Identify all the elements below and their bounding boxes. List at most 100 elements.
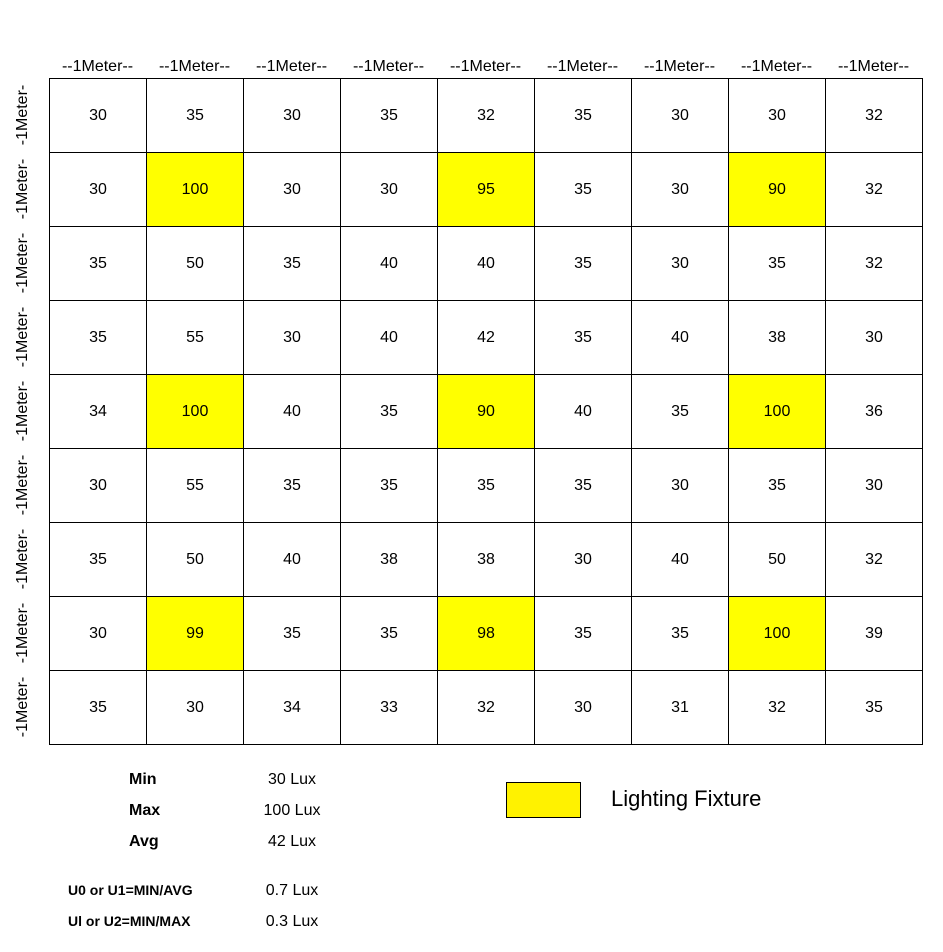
- grid-cell: 30: [49, 152, 147, 227]
- row-labels: -1Meter- -1Meter- -1Meter- -1Meter- -1Meter-…: [8, 78, 38, 743]
- row-label-text: -1Meter-: [14, 306, 32, 368]
- row-label: -1Meter-: [8, 152, 38, 226]
- row-label-text: -1Meter-: [14, 158, 32, 220]
- grid-cell: 35: [534, 78, 632, 153]
- column-header: --1Meter--: [837, 58, 910, 75]
- grid-cell: 50: [728, 522, 826, 597]
- row-label-text: -1Meter-: [14, 602, 32, 664]
- legend-fixture-swatch: [506, 782, 581, 818]
- row-label-text: -1Meter-: [14, 380, 32, 442]
- grid-cell: 35: [243, 448, 341, 523]
- grid-row: 34 100 40 35 90 40 35 100 36: [49, 374, 923, 449]
- grid-cell: 40: [243, 522, 341, 597]
- row-label: -1Meter-: [8, 300, 38, 374]
- fixture-cell: 98: [437, 596, 535, 671]
- grid-cell: 35: [534, 448, 632, 523]
- grid-cell: 30: [243, 152, 341, 227]
- grid-cell: 35: [340, 596, 438, 671]
- grid-row: 35 50 35 40 40 35 30 35 32: [49, 226, 923, 301]
- avg-label: Avg: [129, 833, 159, 850]
- grid-cell: 35: [49, 522, 147, 597]
- grid-cell: 35: [49, 300, 147, 375]
- grid-cell: 38: [340, 522, 438, 597]
- uniformity-u1-label: U0 or U1=MIN/AVG: [68, 882, 193, 898]
- row-label: -1Meter-: [8, 670, 38, 744]
- grid-cell: 30: [825, 448, 923, 523]
- grid-cell: 40: [631, 522, 729, 597]
- row-label: -1Meter-: [8, 596, 38, 670]
- row-label-text: -1Meter-: [14, 232, 32, 294]
- grid-row: 35 30 34 33 32 30 31 32 35: [49, 670, 923, 745]
- grid-cell: 34: [49, 374, 147, 449]
- row-label-text: -1Meter-: [14, 454, 32, 516]
- grid-cell: 30: [243, 78, 341, 153]
- grid-row: 35 55 30 40 42 35 40 38 30: [49, 300, 923, 375]
- grid-cell: 32: [437, 78, 535, 153]
- grid-cell: 40: [340, 226, 438, 301]
- grid-cell: 32: [825, 522, 923, 597]
- grid-cell: 35: [340, 374, 438, 449]
- grid-cell: 30: [49, 78, 147, 153]
- row-label: -1Meter-: [8, 226, 38, 300]
- grid-cell: 30: [49, 596, 147, 671]
- grid-cell: 40: [534, 374, 632, 449]
- column-header: --1Meter--: [158, 58, 231, 75]
- row-label-text: -1Meter-: [14, 84, 32, 146]
- fixture-cell: 100: [728, 596, 826, 671]
- row-label-text: -1Meter-: [14, 676, 32, 738]
- uniformity-u2-label: Ul or U2=MIN/MAX: [68, 913, 191, 929]
- grid-cell: 30: [825, 300, 923, 375]
- grid-cell: 35: [728, 448, 826, 523]
- row-label-text: -1Meter-: [14, 528, 32, 590]
- grid-cell: 35: [631, 374, 729, 449]
- grid-cell: 30: [534, 670, 632, 745]
- grid-cell: 35: [534, 596, 632, 671]
- grid-cell: 30: [243, 300, 341, 375]
- grid-cell: 35: [631, 596, 729, 671]
- grid-cell: 42: [437, 300, 535, 375]
- grid-cell: 55: [146, 448, 244, 523]
- column-headers: --1Meter-- --1Meter-- --1Meter-- --1Meter--…: [49, 57, 922, 77]
- grid-cell: 38: [437, 522, 535, 597]
- grid-cell: 35: [49, 670, 147, 745]
- grid-cell: 40: [243, 374, 341, 449]
- fixture-cell: 95: [437, 152, 535, 227]
- grid-cell: 35: [825, 670, 923, 745]
- grid-row: 35 50 40 38 38 30 40 50 32: [49, 522, 923, 597]
- grid-row: 30 35 30 35 32 35 30 30 32: [49, 78, 923, 153]
- grid-row: 30 99 35 35 98 35 35 100 39: [49, 596, 923, 671]
- legend-fixture-label: Lighting Fixture: [611, 786, 762, 811]
- grid-cell: 35: [49, 226, 147, 301]
- grid-cell: 30: [534, 522, 632, 597]
- grid-cell: 32: [437, 670, 535, 745]
- row-label: -1Meter-: [8, 78, 38, 152]
- column-header: --1Meter--: [546, 58, 619, 75]
- grid-cell: 35: [146, 78, 244, 153]
- grid-cell: 30: [49, 448, 147, 523]
- fixture-cell: 100: [728, 374, 826, 449]
- grid-cell: 35: [243, 596, 341, 671]
- grid-cell: 38: [728, 300, 826, 375]
- min-label: Min: [129, 771, 157, 788]
- grid-cell: 32: [825, 78, 923, 153]
- fixture-cell: 100: [146, 374, 244, 449]
- grid-row: 30 100 30 30 95 35 30 90 32: [49, 152, 923, 227]
- grid-cell: 30: [340, 152, 438, 227]
- fixture-cell: 90: [728, 152, 826, 227]
- column-header: --1Meter--: [643, 58, 716, 75]
- uniformity-u2-value: 0.3 Lux: [265, 913, 319, 930]
- grid-cell: 34: [243, 670, 341, 745]
- grid-cell: 32: [728, 670, 826, 745]
- column-header: --1Meter--: [255, 58, 328, 75]
- grid-cell: 39: [825, 596, 923, 671]
- grid-cell: 35: [534, 226, 632, 301]
- grid-cell: 40: [631, 300, 729, 375]
- max-value: 100 Lux: [263, 802, 321, 819]
- grid-cell: 30: [631, 78, 729, 153]
- grid-cell: 30: [631, 152, 729, 227]
- column-header: --1Meter--: [352, 58, 425, 75]
- grid-cell: 33: [340, 670, 438, 745]
- avg-value: 42 Lux: [267, 833, 317, 850]
- grid-cell: 35: [534, 152, 632, 227]
